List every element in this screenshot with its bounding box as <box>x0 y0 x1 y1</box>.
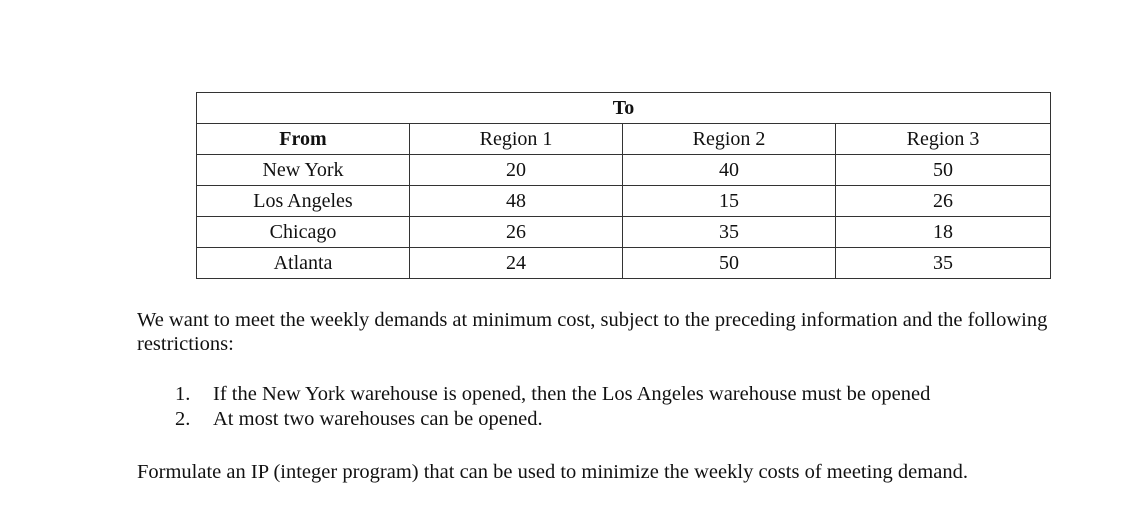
table-cell: 15 <box>622 185 836 217</box>
column-header-from: From <box>196 123 410 155</box>
list-item: 2. At most two warehouses can be opened. <box>137 407 930 432</box>
table-cell: 40 <box>622 154 836 186</box>
table-cell: 50 <box>622 247 836 279</box>
table-cell: 24 <box>409 247 623 279</box>
shipping-cost-table: To From Region 1 Region 2 Region 3 New Y… <box>195 92 1052 279</box>
column-header-region-1: Region 1 <box>409 123 623 155</box>
row-label-chicago: Chicago <box>196 216 410 248</box>
to-header: To <box>195 92 1052 124</box>
table-top-header-row: To <box>195 92 1052 124</box>
table-cell: 20 <box>409 154 623 186</box>
table-row: New York 20 40 50 <box>196 154 1052 186</box>
table-cell: 35 <box>834 247 1052 279</box>
row-label-atlanta: Atlanta <box>196 247 410 279</box>
list-text: At most two warehouses can be opened. <box>213 408 543 430</box>
intro-paragraph: We want to meet the weekly demands at mi… <box>137 309 1048 355</box>
list-text: If the New York warehouse is opened, the… <box>213 383 931 405</box>
list-number: 1. <box>175 383 191 405</box>
table-cell: 48 <box>409 185 623 217</box>
table-column-header-row: From Region 1 Region 2 Region 3 <box>196 123 1052 155</box>
list-number: 2. <box>175 408 191 430</box>
table-cell: 50 <box>834 154 1052 186</box>
column-header-region-2: Region 2 <box>622 123 836 155</box>
table-row: Atlanta 24 50 35 <box>196 247 1052 279</box>
row-label-new-york: New York <box>196 154 410 186</box>
table-cell: 26 <box>834 185 1052 217</box>
table-cell: 26 <box>409 216 623 248</box>
closing-paragraph: Formulate an IP (integer program) that c… <box>137 461 968 483</box>
table-cell: 35 <box>622 216 836 248</box>
restrictions-list: 1. If the New York warehouse is opened, … <box>137 382 930 432</box>
table-row: Chicago 26 35 18 <box>196 216 1052 248</box>
table-cell: 18 <box>834 216 1052 248</box>
row-label-los-angeles: Los Angeles <box>196 185 410 217</box>
table-row: Los Angeles 48 15 26 <box>196 185 1052 217</box>
column-header-region-3: Region 3 <box>834 123 1052 155</box>
list-item: 1. If the New York warehouse is opened, … <box>137 382 930 407</box>
